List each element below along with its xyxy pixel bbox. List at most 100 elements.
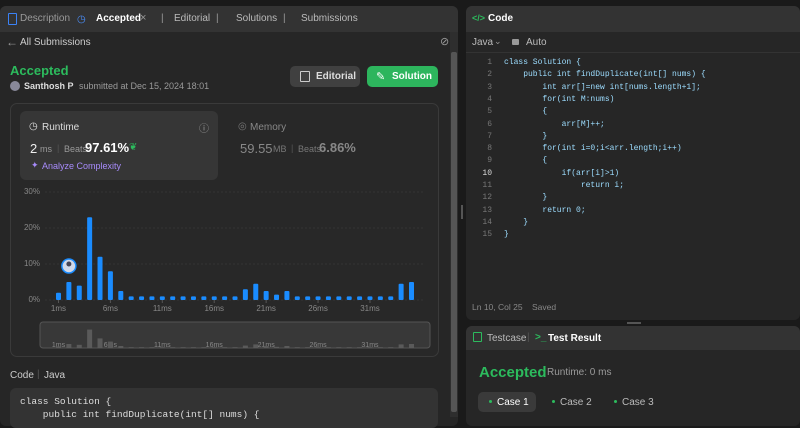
case-label[interactable]: Case 2 — [560, 397, 592, 408]
case-dot — [489, 400, 492, 403]
lock-icon — [512, 39, 519, 45]
bar — [409, 282, 415, 300]
overview-bar — [377, 347, 383, 348]
overview-bar — [367, 347, 373, 348]
code-editor[interactable]: 1 class Solution {2 public int findDuplic… — [466, 58, 800, 248]
test-header — [466, 326, 800, 350]
case-label[interactable]: Case 3 — [622, 397, 654, 408]
overview-bar — [346, 347, 352, 348]
x-tick-label: 11ms — [153, 304, 172, 313]
memory-label[interactable]: Memory — [250, 122, 287, 133]
language-select[interactable]: Java — [472, 37, 494, 48]
save-status: Saved — [532, 302, 557, 312]
scrollbar-thumb[interactable] — [451, 52, 457, 412]
bar — [284, 291, 290, 300]
bar — [294, 296, 300, 300]
code-panel — [466, 6, 800, 320]
analyze-link[interactable]: Analyze Complexity — [42, 161, 122, 171]
author[interactable]: Santhosh P — [24, 81, 74, 91]
line-number: 11 — [482, 181, 492, 190]
button-label[interactable]: Editorial — [316, 71, 357, 82]
line-number: 4 — [487, 94, 492, 104]
x-tick-label: 21ms — [256, 304, 276, 313]
bar — [222, 296, 228, 300]
bar — [232, 296, 238, 300]
overview-track — [40, 322, 430, 348]
x-tick-label: 31ms — [360, 304, 380, 313]
y-tick-label: 10% — [24, 259, 40, 268]
link-icon[interactable]: ⊘ — [440, 36, 450, 48]
overview-bar — [76, 344, 82, 348]
avatar — [10, 81, 20, 91]
bar — [367, 296, 373, 300]
overview-bar — [357, 347, 363, 348]
line-number: 9 — [487, 156, 492, 166]
beats-label: Beats — [298, 144, 322, 154]
bar — [170, 296, 176, 300]
overview-bar — [253, 344, 259, 348]
bar — [315, 296, 321, 300]
code-line: for(int i=0;i<arr.length;i++) — [504, 144, 682, 154]
overview-tick-label: 21ms — [258, 342, 276, 349]
overview-tick-label: 1ms — [52, 342, 66, 349]
tab[interactable]: Submissions — [301, 13, 358, 24]
overview-tick-label: 26ms — [309, 342, 327, 349]
line-number: 12 — [482, 193, 492, 203]
case-label[interactable]: Case 1 — [497, 397, 529, 408]
tab[interactable]: Solutions — [236, 13, 278, 24]
overview-bar — [284, 346, 290, 348]
tab[interactable]: Description — [20, 13, 71, 24]
bar — [107, 271, 113, 300]
back-arrow[interactable]: ← — [6, 35, 18, 49]
tab[interactable]: Test Result — [548, 333, 602, 344]
bar — [128, 296, 134, 300]
tab[interactable]: Editorial — [174, 13, 211, 24]
overview-bar — [170, 347, 176, 348]
code-header — [466, 6, 800, 32]
icon: ✎ — [376, 71, 386, 83]
line-number: 13 — [482, 205, 492, 215]
code-label: Code — [10, 370, 34, 381]
code-box — [10, 388, 438, 428]
code-line: { — [504, 156, 548, 166]
bar — [201, 296, 207, 300]
code-line: class Solution { — [20, 396, 112, 407]
bar — [87, 217, 93, 300]
icon: ◎ — [238, 121, 247, 132]
runtime-card[interactable] — [20, 111, 218, 180]
runtime-value: 2 — [30, 141, 38, 156]
button-label[interactable]: Solution — [392, 71, 432, 82]
x-tick-label: 6ms — [103, 304, 118, 313]
y-tick-label: 30% — [24, 187, 40, 196]
overview-bar — [409, 344, 415, 348]
close-icon[interactable]: × — [140, 12, 147, 24]
separator: | — [57, 143, 60, 153]
tab-bar — [0, 6, 458, 32]
line-number: 2 — [487, 70, 492, 80]
resize-handle[interactable] — [461, 205, 463, 219]
separator: | — [161, 13, 164, 24]
code-line: } — [504, 131, 548, 141]
overview-bar — [398, 344, 404, 348]
bar — [274, 294, 280, 300]
x-tick-label: 26ms — [308, 304, 328, 313]
bar — [211, 296, 217, 300]
resize-handle[interactable] — [627, 322, 641, 324]
overview-bar — [274, 346, 280, 348]
icon: ◷ — [29, 121, 38, 132]
bar — [180, 296, 186, 300]
icon: ❦ — [129, 142, 138, 153]
bar — [149, 296, 155, 300]
solution-button[interactable] — [367, 66, 438, 87]
tab[interactable]: Testcase — [487, 333, 527, 344]
line-number: 3 — [487, 82, 492, 92]
bar — [76, 285, 82, 300]
info-icon[interactable]: ⓘ — [199, 124, 209, 135]
back-link[interactable]: All Submissions — [20, 37, 91, 48]
case-button[interactable] — [478, 392, 536, 412]
tab[interactable]: Accepted — [96, 13, 142, 24]
overview-bar — [139, 347, 145, 348]
overview-bar — [242, 345, 248, 348]
code-line: return i; — [504, 181, 625, 190]
overview-bar — [66, 344, 72, 348]
